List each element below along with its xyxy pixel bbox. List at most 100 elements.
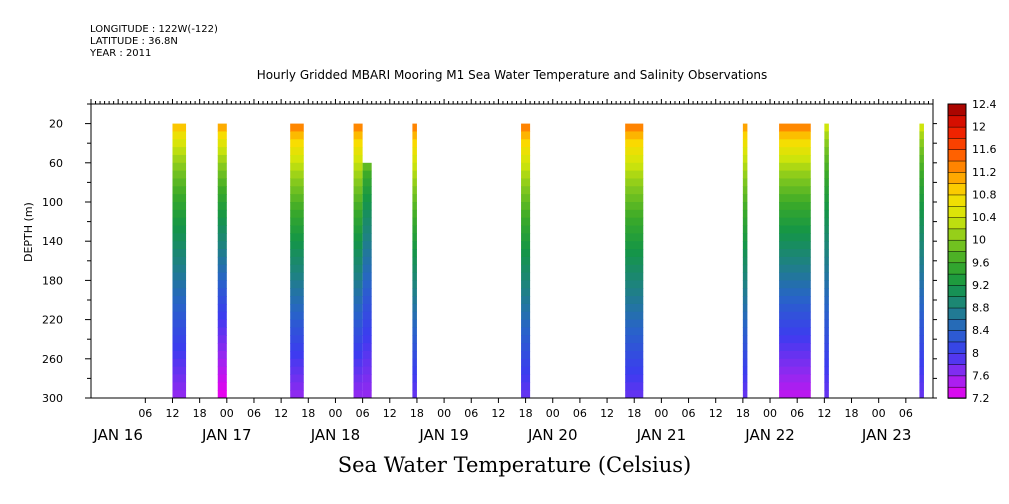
temperature-cell [742, 327, 748, 336]
temperature-cell [779, 311, 811, 321]
temperature-cell [625, 256, 644, 266]
colorbar-label: 8.4 [972, 324, 990, 337]
profile-segment [362, 162, 372, 399]
temperature-cell [290, 131, 304, 140]
temperature-cell [172, 202, 187, 211]
temperature-cell [742, 366, 748, 375]
temperature-cell [625, 343, 644, 352]
temperature-cell [521, 264, 531, 274]
temperature-cell [362, 264, 372, 274]
colorbar-band [947, 194, 967, 207]
temperature-cell [919, 225, 924, 234]
temperature-cell [412, 303, 417, 313]
temperature-cell [217, 154, 227, 164]
temperature-cell [217, 264, 227, 274]
temperature-cell [362, 390, 372, 399]
colorbar-label: 10 [972, 234, 986, 247]
profile-segment [412, 123, 417, 399]
temperature-cell [742, 233, 748, 242]
temperature-cell [412, 272, 417, 281]
temperature-cell [742, 139, 748, 148]
temperature-cell [172, 256, 187, 266]
temperature-cell [742, 178, 748, 187]
temperature-cell [779, 147, 811, 156]
temperature-cell [172, 178, 187, 187]
temperature-cell [353, 233, 363, 242]
temperature-cell [521, 374, 531, 383]
temperature-cell [779, 225, 811, 234]
temperature-cell [919, 186, 924, 195]
temperature-cell [412, 194, 417, 203]
temperature-cell [779, 350, 811, 360]
temperature-cell [824, 202, 829, 211]
temperature-cell [362, 194, 372, 203]
temperature-cell [824, 249, 829, 258]
temperature-cell [217, 382, 227, 391]
temperature-cell [521, 256, 531, 266]
temperature-cell [521, 162, 531, 172]
temperature-cell [919, 123, 924, 132]
x-day-label: JAN 16 [92, 426, 143, 444]
temperature-cell [742, 319, 748, 328]
temperature-cell [625, 311, 644, 321]
temperature-cell [362, 319, 372, 328]
temperature-cell [779, 170, 811, 179]
temperature-cell [412, 319, 417, 328]
temperature-cell [362, 233, 372, 242]
temperature-cell [779, 382, 811, 391]
x-tick-label: 00 [328, 407, 342, 420]
temperature-cell [290, 147, 304, 156]
temperature-cell [172, 272, 187, 281]
temperature-cell [521, 280, 531, 289]
x-tick-label: 06 [356, 407, 370, 420]
temperature-cell [919, 366, 924, 375]
temperature-cell [353, 154, 363, 164]
temperature-cell [217, 209, 227, 219]
x-tick-label: 00 [437, 407, 451, 420]
x-tick-label: 06 [464, 407, 478, 420]
temperature-cell [742, 170, 748, 179]
x-tick-label: 18 [301, 407, 315, 420]
temperature-cell [824, 123, 829, 132]
temperature-cell [217, 358, 227, 368]
temperature-cell [172, 139, 187, 148]
temperature-cell [412, 358, 417, 368]
temperature-cell [742, 350, 748, 360]
temperature-cell [412, 350, 417, 360]
temperature-cell [824, 382, 829, 391]
temperature-cell [824, 256, 829, 266]
temperature-cell [412, 241, 417, 250]
temperature-cell [919, 162, 924, 172]
profile-segment [779, 123, 811, 399]
temperature-cell [625, 374, 644, 383]
temperature-cell [362, 241, 372, 250]
x-tick-label: 18 [736, 407, 750, 420]
temperature-cell [353, 319, 363, 328]
temperature-cell [172, 249, 187, 258]
temperature-cell [824, 225, 829, 234]
x-axis-label: Sea Water Temperature (Celsius) [337, 453, 692, 477]
x-tick-label: 00 [654, 407, 668, 420]
temperature-cell [362, 296, 372, 305]
temperature-cell [742, 343, 748, 352]
temperature-cell [919, 382, 924, 391]
temperature-cell [412, 139, 417, 148]
temperature-cell [779, 131, 811, 140]
x-tick-label: 12 [274, 407, 288, 420]
temperature-cell [824, 327, 829, 336]
x-tick-label: 12 [817, 407, 831, 420]
temperature-cell [172, 335, 187, 344]
temperature-cell [779, 233, 811, 242]
temperature-cell [742, 264, 748, 274]
x-tick-label: 18 [193, 407, 207, 420]
temperature-cell [742, 390, 748, 399]
temperature-cell [290, 280, 304, 289]
temperature-cell [362, 249, 372, 258]
temperature-cell [742, 209, 748, 219]
colorbar-label: 8.8 [972, 302, 990, 315]
chart-title: Hourly Gridded MBARI Mooring M1 Sea Wate… [256, 68, 768, 82]
profile-segment [217, 123, 227, 399]
colorbar-band [947, 273, 967, 286]
temperature-cell [521, 241, 531, 250]
temperature-cell [172, 225, 187, 234]
